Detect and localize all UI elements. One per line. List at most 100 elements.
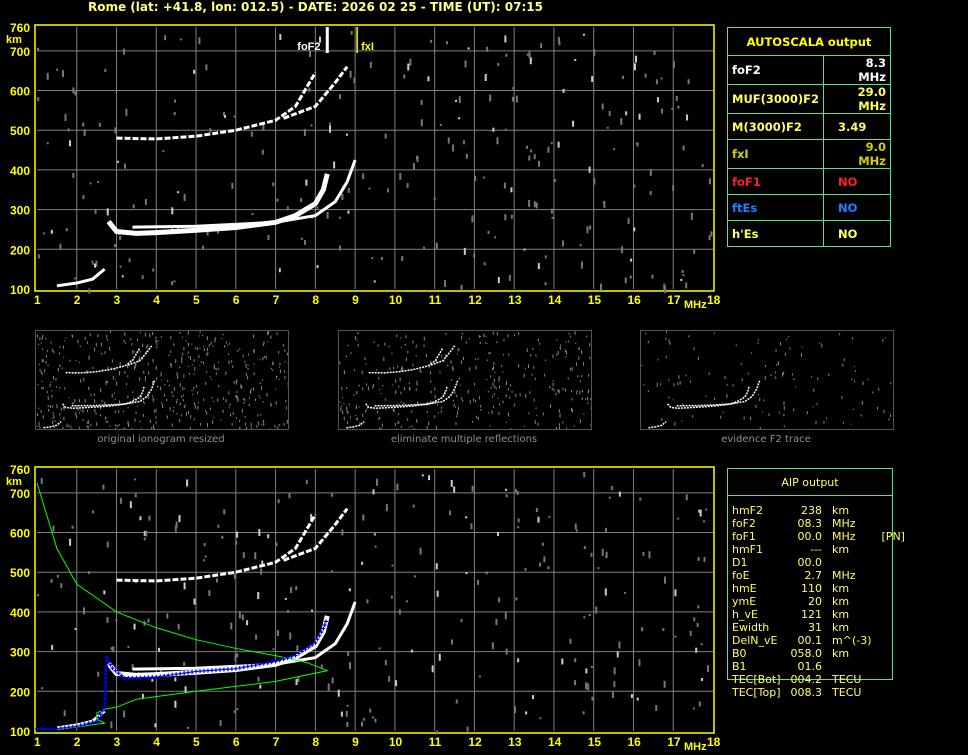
aip-row: hmF1 --- km — [732, 543, 915, 556]
noise-dot — [82, 607, 85, 615]
noise-dot — [343, 370, 345, 375]
noise-dot — [166, 613, 169, 619]
noise-dot — [471, 485, 474, 492]
aip-trace-point — [103, 676, 108, 681]
noise-dot — [231, 182, 234, 189]
y-axis-label: km — [6, 34, 22, 46]
noise-dot — [250, 389, 252, 394]
aip-trace-point — [96, 715, 101, 720]
aip-trace-point — [100, 708, 105, 713]
noise-dot — [409, 58, 412, 66]
noise-dot — [485, 571, 488, 575]
noise-dot — [37, 383, 39, 386]
noise-dot — [253, 349, 255, 354]
aip-cell: DelN_vE — [732, 634, 778, 647]
x-tick-label: 16 — [627, 735, 641, 749]
aip-cell: hmE — [732, 582, 757, 595]
noise-dot — [630, 258, 633, 262]
noise-dot — [43, 232, 46, 235]
noise-dot — [655, 705, 658, 712]
noise-dot — [419, 368, 421, 373]
noise-dot — [587, 402, 589, 405]
noise-dot — [330, 570, 333, 573]
noise-dot — [395, 379, 397, 383]
noise-dot — [474, 382, 476, 386]
noise-dot — [42, 415, 44, 419]
noise-dot — [140, 428, 142, 431]
x-tick-label: 10 — [389, 735, 403, 749]
aip-trace-point — [322, 623, 327, 628]
noise-dot — [581, 350, 583, 354]
aip-cell — [882, 569, 915, 582]
noise-dot — [40, 477, 43, 484]
noise-dot — [412, 163, 415, 171]
noise-dot — [261, 560, 264, 566]
aip-trace-point — [158, 674, 163, 679]
noise-dot — [819, 342, 821, 344]
noise-dot — [63, 356, 65, 358]
trace-second_hop_o — [116, 513, 317, 583]
x-tick-label: 18 — [707, 293, 721, 307]
noise-dot — [173, 386, 175, 391]
noise-dot — [414, 575, 417, 578]
y-tick-label: 600 — [10, 527, 30, 541]
noise-dot — [355, 414, 357, 417]
noise-dot — [655, 79, 658, 85]
noise-dot — [42, 348, 44, 351]
noise-dot — [850, 423, 852, 425]
aip-trace-point — [178, 671, 183, 676]
noise-dot — [372, 489, 375, 495]
noise-dot — [187, 351, 189, 354]
noise-dot — [59, 352, 61, 355]
noise-dot — [620, 117, 623, 125]
noise-dot — [123, 710, 126, 718]
noise-dot — [152, 380, 154, 385]
noise-dot — [279, 362, 281, 366]
noise-dot — [388, 675, 391, 682]
noise-dot — [184, 404, 186, 407]
noise-dot — [90, 393, 92, 397]
noise-dot — [456, 415, 458, 418]
noise-dot — [757, 394, 759, 396]
noise-dot — [59, 243, 62, 250]
noise-dot — [768, 413, 770, 417]
x-tick-label: 3 — [114, 735, 121, 749]
noise-dot — [421, 474, 424, 477]
noise-dot — [459, 384, 461, 386]
noise-dot — [219, 720, 222, 727]
noise-dot — [434, 415, 436, 418]
noise-dot — [46, 391, 48, 394]
noise-dot — [74, 91, 77, 96]
noise-dot — [591, 75, 594, 82]
noise-dot — [135, 362, 137, 366]
noise-dot — [415, 346, 417, 349]
noise-dot — [426, 425, 428, 429]
x-axis-label: MHz — [684, 299, 707, 311]
aip-trace-point — [126, 676, 131, 681]
noise-dot — [492, 395, 494, 398]
noise-dot — [611, 690, 614, 698]
noise-dot — [560, 344, 562, 346]
noise-dot — [486, 359, 488, 361]
noise-dot — [140, 395, 142, 399]
plot-frame — [34, 24, 715, 292]
noise-dot — [428, 364, 430, 368]
noise-dot — [228, 391, 230, 395]
noise-dot — [524, 567, 527, 571]
aip-trace-point — [154, 675, 159, 680]
autoscala-row: M(3000)F2 3.49 — [726, 113, 891, 140]
noise-dot — [188, 410, 190, 415]
noise-dot — [505, 648, 508, 655]
noise-dot — [338, 245, 341, 251]
noise-dot — [877, 406, 879, 410]
aip-cell — [882, 608, 915, 621]
aip-trace-point — [108, 662, 113, 667]
noise-dot — [278, 424, 280, 427]
noise-dot — [173, 112, 176, 116]
noise-dot — [71, 525, 74, 529]
noise-dot — [695, 647, 698, 653]
noise-dot — [660, 383, 662, 386]
noise-dot — [69, 424, 71, 427]
noise-dot — [168, 354, 170, 357]
noise-dot — [137, 338, 139, 342]
